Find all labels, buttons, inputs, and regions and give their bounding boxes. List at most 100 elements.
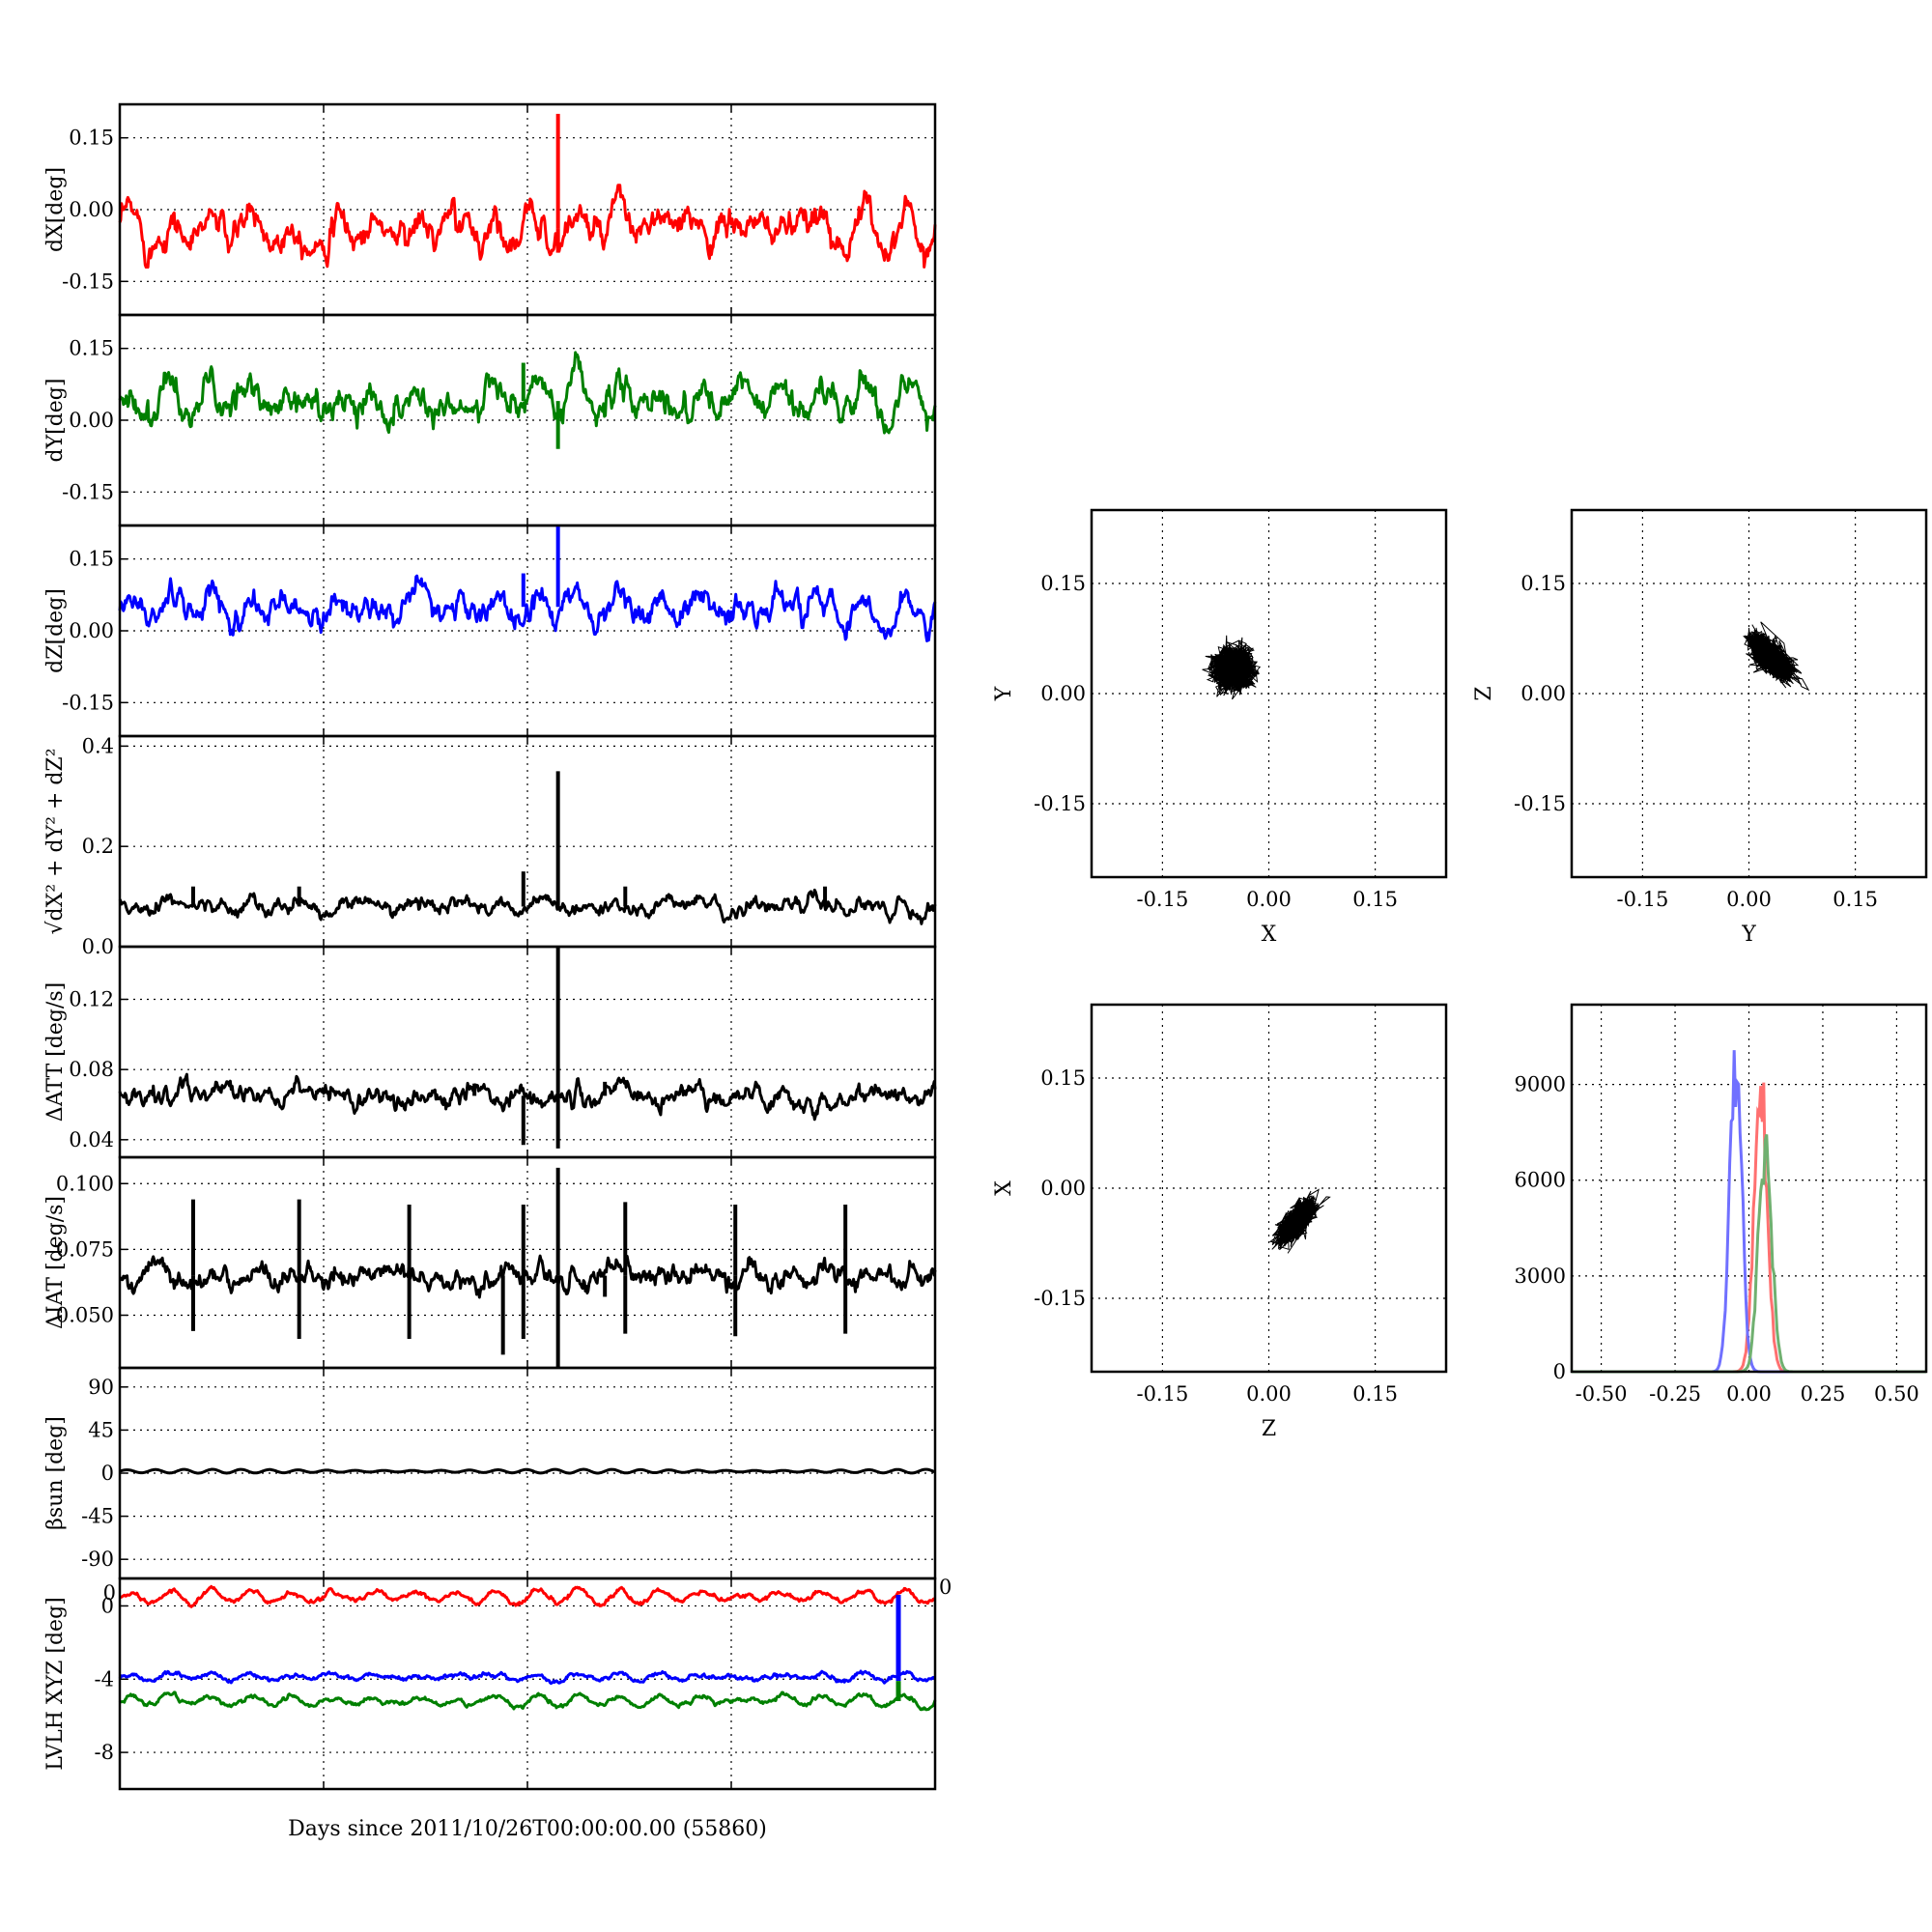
y-axis-label: βsun [deg] — [43, 1416, 68, 1530]
y-tick-label: 0.00 — [69, 619, 114, 642]
y-tick-label: -0.15 — [62, 480, 114, 503]
y-tick-label: 0 — [101, 1594, 114, 1617]
y-axis-label: Y — [992, 686, 1016, 701]
y-tick-label: 0.075 — [56, 1237, 114, 1261]
x-tick-label: 0.15 — [1352, 888, 1398, 911]
y-axis-label: dZ[deg] — [43, 588, 68, 673]
y-tick-label: 6000 — [1515, 1169, 1566, 1192]
y-axis-label: ΔATT [deg/s] — [43, 982, 68, 1122]
y-tick-label: 0.15 — [1040, 1066, 1086, 1090]
panel-frame — [1570, 1003, 1928, 1374]
x-axis-label: Days since 2011/10/26T00:00:00.00 (55860… — [288, 1817, 767, 1841]
x-tick-label: 0.00 — [1726, 888, 1772, 911]
y-tick-label: -0.15 — [1514, 792, 1566, 815]
panel-frame — [118, 945, 937, 1159]
series-line — [118, 1669, 936, 1686]
panel-dx: 0.15 0.00 -0.15 dX[deg] — [43, 102, 937, 317]
panel-dr: 0.4 0.2 0.0 √dX² + dY² + dZ² — [43, 734, 937, 958]
y-axis-label: dX[deg] — [43, 167, 68, 252]
y-tick-label: 0.050 — [56, 1304, 114, 1327]
y-tick-label: -0.15 — [1034, 1287, 1086, 1310]
panel-frame — [118, 1577, 937, 1791]
y-tick-label: 0.00 — [1040, 682, 1086, 705]
scatter-points — [1743, 621, 1810, 692]
y-axis-label: X — [992, 1180, 1016, 1196]
series-line — [118, 351, 937, 435]
y-tick-label: 0 — [1553, 1360, 1566, 1383]
series-line — [118, 1072, 937, 1122]
x-tick-label: 0.00 — [1246, 888, 1292, 911]
x-tick-label: 0.25 — [1801, 1382, 1846, 1406]
y-tick-label: 0.0 — [82, 935, 114, 958]
x-tick-label: 0.15 — [1352, 1382, 1398, 1406]
y-tick-label: 0.15 — [1040, 572, 1086, 595]
y-tick-label: -4 — [95, 1667, 114, 1690]
panel-dy: 0.15 0.00 -0.15 dY[deg] — [43, 313, 937, 527]
y-axis-label: ΔIAT [deg/s] — [43, 1196, 68, 1329]
scatter-points — [1268, 1188, 1331, 1254]
series-line — [119, 1467, 936, 1475]
y-tick-label: 0.12 — [69, 988, 114, 1011]
x-tick-label: 0.00 — [1726, 1382, 1772, 1406]
scatter-zx: -0.15 -0.15 0.00 0.00 0.15 0.15 Z X — [992, 1003, 1448, 1441]
y-tick-label: -45 — [81, 1505, 114, 1528]
y-tick-label: 0.4 — [82, 734, 114, 757]
y-tick-label: 0.100 — [56, 1172, 114, 1195]
series-line — [118, 184, 937, 270]
y-tick-label: 90 — [88, 1376, 114, 1399]
y-tick-label: 3000 — [1515, 1264, 1566, 1288]
y-tick-label: -0.15 — [62, 270, 114, 293]
histogram-line — [1572, 1082, 1926, 1374]
y-tick-label: -0.15 — [1034, 792, 1086, 815]
y-tick-label: -90 — [81, 1548, 114, 1571]
scatter-points — [1202, 635, 1262, 700]
series-line — [119, 1584, 937, 1608]
panel-frame — [1090, 1003, 1448, 1374]
panel-frame — [118, 1155, 937, 1370]
x-tick-label: 0.50 — [1874, 1382, 1919, 1406]
series-line — [118, 1690, 937, 1712]
series-line — [118, 574, 937, 642]
y-tick-label: -8 — [95, 1741, 114, 1764]
scatter-xy: -0.15 -0.15 0.00 0.00 0.15 0.15 X Y — [992, 508, 1448, 947]
y-tick-label: 0.00 — [69, 409, 114, 432]
series-line — [119, 1254, 937, 1299]
y-axis-label: LVLH XYZ [deg] — [43, 1597, 68, 1771]
y-tick-label: 45 — [88, 1418, 114, 1441]
y-tick-label: 0.15 — [69, 548, 114, 571]
x-axis-label: Z — [1262, 1417, 1276, 1441]
x-tick-label: -0.15 — [1136, 888, 1188, 911]
y-tick-label: 0.15 — [1520, 572, 1566, 595]
y-tick-label: -0.15 — [62, 691, 114, 714]
scatter-yz: -0.15 -0.15 0.00 0.00 0.15 0.15 Y Z — [1472, 508, 1928, 947]
y-tick-label: 0.00 — [69, 198, 114, 221]
x-axis-label: Y — [1741, 923, 1756, 947]
y-tick-label-extra: 0 — [103, 1581, 116, 1605]
panel-frame — [1570, 508, 1928, 879]
y-axis-label: √dX² + dY² + dZ² — [43, 748, 68, 934]
y-axis-label: Z — [1472, 686, 1496, 700]
right-tick-label: 0 — [939, 1576, 952, 1599]
series-line — [118, 888, 937, 925]
y-tick-label: 0.00 — [1520, 682, 1566, 705]
y-tick-label: 0 — [101, 1462, 114, 1485]
y-tick-label: 0.08 — [69, 1058, 114, 1081]
y-tick-label: 0.2 — [82, 835, 114, 858]
panel-beta: 90 45 0 -45 -90 βsun [deg] — [43, 1366, 937, 1580]
x-tick-label: 0.00 — [1246, 1382, 1292, 1406]
panel-dz: 0.15 0.00 -0.15 dZ[deg] — [43, 524, 937, 738]
x-tick-label: 0.15 — [1833, 888, 1878, 911]
x-tick-label: -0.15 — [1136, 1382, 1188, 1406]
y-tick-label: 0.00 — [1040, 1177, 1086, 1200]
y-tick-label: 0.04 — [69, 1128, 114, 1151]
y-tick-label: 0.15 — [69, 127, 114, 150]
histogram-panel: -0.50 -0.25 0.00 0.25 0.50 9000 6000 3000 0 — [1515, 1003, 1928, 1406]
y-axis-label: dY[deg] — [43, 379, 68, 463]
y-tick-label: 0.15 — [69, 337, 114, 360]
panel-frame — [118, 734, 937, 949]
x-axis-label: X — [1262, 923, 1277, 947]
